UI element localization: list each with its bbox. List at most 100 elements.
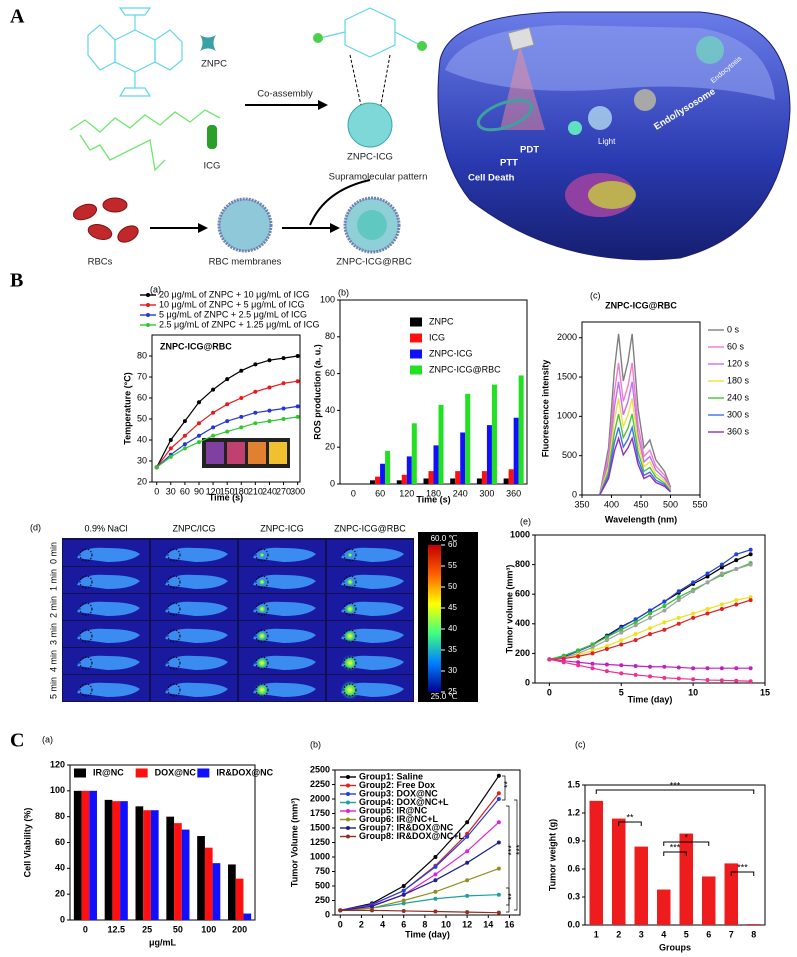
point <box>401 884 406 888</box>
row-label: 1 min <box>48 569 58 591</box>
series-line <box>549 553 751 660</box>
point <box>338 908 343 913</box>
annotation: ** <box>506 892 516 900</box>
plot-frame <box>69 764 256 921</box>
tumor-marker <box>79 548 93 562</box>
point <box>748 547 753 552</box>
label: Cell Death <box>468 173 515 184</box>
y-tick-label: 0 <box>572 489 577 499</box>
y-tick-label: 2000 <box>557 332 577 342</box>
bar <box>476 478 482 484</box>
point <box>576 663 581 668</box>
rbcs <box>72 197 139 243</box>
x-tick-label: 0 <box>154 486 159 496</box>
panel-label: (e) <box>520 516 531 526</box>
bracket <box>663 841 710 846</box>
series-line <box>599 333 672 496</box>
point <box>370 904 374 909</box>
colorbar-tick-label: 55 <box>448 561 457 570</box>
point <box>576 648 581 653</box>
y-tick-label: 1000 <box>557 411 577 421</box>
point <box>267 408 272 413</box>
tumor-marker <box>167 683 181 697</box>
point <box>196 400 201 405</box>
y-tick-label: 1.5 <box>567 779 580 789</box>
mouse <box>341 601 404 616</box>
series-line <box>599 398 672 496</box>
x-tick-label: 5 <box>619 687 624 697</box>
znpc-icon <box>200 35 216 51</box>
tumor-marker <box>167 629 181 643</box>
hot-spot <box>259 552 265 558</box>
point <box>604 635 609 640</box>
tumor-marker <box>255 683 269 697</box>
label: ZNPC-ICG <box>347 152 393 163</box>
point <box>168 438 173 442</box>
series-line <box>599 424 672 496</box>
legend-label: 20 μg/mL of ZNPC + 10 μg/mL of ICG <box>159 289 310 299</box>
point <box>547 657 552 662</box>
legend-label: 60 s <box>727 341 745 351</box>
point <box>748 552 753 557</box>
x-tick-label: 360 <box>506 488 521 498</box>
legend-label: 2.5 μg/mL of ZNPC + 1.25 μg/mL of ICG <box>159 319 320 329</box>
annotation: *** <box>506 844 516 855</box>
point <box>496 892 501 897</box>
point <box>154 465 159 470</box>
point <box>590 642 595 647</box>
legend-marker <box>146 313 150 317</box>
tumor-marker <box>167 575 181 589</box>
mouse <box>341 574 404 589</box>
point <box>691 615 696 620</box>
point <box>691 589 696 594</box>
point <box>648 615 652 620</box>
y-tick-label: 50 <box>137 413 147 423</box>
series-line <box>340 909 499 914</box>
point <box>619 627 624 632</box>
tumor-marker <box>79 683 93 697</box>
x-tick-label: 2 <box>616 929 621 939</box>
x-tick-label: 210 <box>248 486 263 496</box>
legend-label: ZNPC-ICG <box>429 348 473 358</box>
colorbar-tick-label: 60 <box>448 540 457 549</box>
point <box>648 674 652 679</box>
laser-beam <box>500 45 545 130</box>
colorbar-tick-label: 50 <box>448 582 457 591</box>
point <box>619 642 624 647</box>
label: Light <box>598 137 616 146</box>
point <box>619 671 624 676</box>
bar <box>174 823 182 920</box>
point <box>211 425 216 430</box>
point <box>604 646 609 651</box>
y-tick-label: 20 <box>55 889 65 899</box>
bar <box>89 790 97 920</box>
point <box>719 607 724 611</box>
point <box>182 446 187 451</box>
point <box>576 654 581 659</box>
x-tick-label: 3 <box>639 929 644 939</box>
label: Co-assembly <box>257 89 313 100</box>
legend-marker <box>346 817 350 822</box>
bar <box>370 480 376 484</box>
bar <box>228 864 236 920</box>
point <box>196 440 201 445</box>
series-line <box>340 775 500 911</box>
point <box>561 660 566 665</box>
y-tick-label: 0.0 <box>567 919 580 929</box>
tumor-marker <box>167 602 181 616</box>
bar <box>724 863 738 925</box>
point <box>239 414 244 419</box>
y-tick-label: 120 <box>50 759 65 769</box>
nanoparticle <box>347 102 393 148</box>
colorbar-tick-label: 40 <box>448 624 457 633</box>
point <box>253 410 258 415</box>
bar <box>481 471 487 484</box>
point <box>433 896 438 901</box>
point <box>295 379 300 384</box>
mouse <box>165 547 228 562</box>
y-tick-label: 500 <box>315 880 330 890</box>
annotation: *** <box>514 844 524 855</box>
bracket <box>730 871 755 876</box>
y-tick-label: 0.3 <box>567 891 580 901</box>
bar <box>589 800 603 925</box>
